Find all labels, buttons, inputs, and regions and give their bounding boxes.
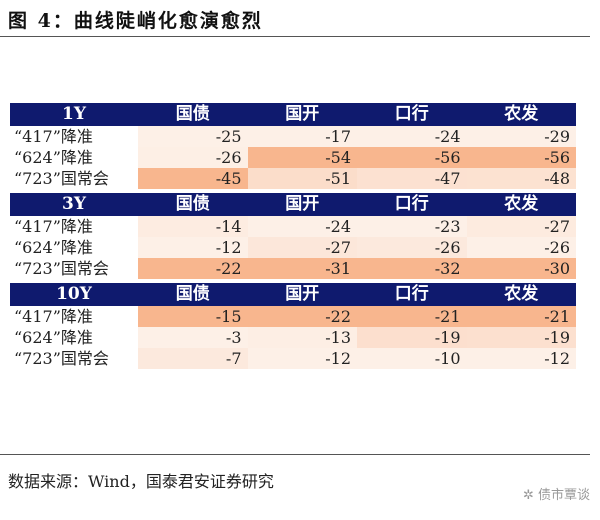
value-cell: -24 <box>247 216 357 237</box>
value-cell: -26 <box>357 237 467 258</box>
value-cell: -19 <box>466 327 576 348</box>
value-cell: -3 <box>138 327 248 348</box>
table-row: “723”国常会 -7 -12 -10 -12 <box>10 348 576 369</box>
row-label: “417”降准 <box>14 217 93 236</box>
table-row: “624”降准 -3 -13 -19 -19 <box>10 327 576 348</box>
column-header: 农发 <box>466 193 576 216</box>
row-label: “624”降准 <box>14 328 93 347</box>
value-cell: -7 <box>138 348 248 369</box>
value-cell: -29 <box>466 126 576 147</box>
value-cell: -51 <box>247 168 357 189</box>
bottom-divider <box>0 454 590 455</box>
value-cell: -27 <box>247 237 357 258</box>
value-cell: -24 <box>357 126 467 147</box>
value-cell: -45 <box>138 168 248 189</box>
table-row: “417”降准 -25 -17 -24 -29 <box>10 126 576 147</box>
table-row: “417”降准 -14 -24 -23 -27 <box>10 216 576 237</box>
row-label: “624”降准 <box>14 238 93 257</box>
column-header: 国开 <box>247 283 357 306</box>
source-note: 数据来源：Wind，国泰君安证券研究 <box>8 472 274 491</box>
value-cell: -26 <box>466 237 576 258</box>
value-cell: -22 <box>247 306 357 327</box>
column-header: 口行 <box>357 103 467 126</box>
row-label: “417”降准 <box>14 307 93 326</box>
table-row: “723”国常会 -45 -51 -47 -48 <box>10 168 576 189</box>
column-header: 国债 <box>138 283 248 306</box>
value-cell: -15 <box>138 306 248 327</box>
value-cell: -12 <box>138 237 248 258</box>
column-header: 国开 <box>247 193 357 216</box>
value-cell: -12 <box>466 348 576 369</box>
value-cell: -25 <box>138 126 248 147</box>
value-cell: -47 <box>357 168 467 189</box>
row-label: “723”国常会 <box>14 259 109 278</box>
wechat-icon: ✲ <box>522 488 538 503</box>
value-cell: -12 <box>247 348 357 369</box>
row-label: “624”降准 <box>14 148 93 167</box>
value-cell: -19 <box>357 327 467 348</box>
value-cell: -17 <box>247 126 357 147</box>
value-cell: -56 <box>357 147 467 168</box>
tenor-label: 1Y <box>10 103 138 126</box>
row-label: “723”国常会 <box>14 169 109 188</box>
tenor-label: 10Y <box>10 283 138 306</box>
value-cell: -27 <box>466 216 576 237</box>
column-header: 农发 <box>466 103 576 126</box>
block-header: 3Y 国债 国开 口行 农发 <box>10 193 576 216</box>
value-cell: -21 <box>466 306 576 327</box>
column-header: 国债 <box>138 193 248 216</box>
value-cell: -31 <box>247 258 357 279</box>
row-label: “723”国常会 <box>14 349 109 368</box>
value-cell: -54 <box>247 147 357 168</box>
value-cell: -48 <box>466 168 576 189</box>
table-row: “723”国常会 -22 -31 -32 -30 <box>10 258 576 279</box>
column-header: 口行 <box>357 193 467 216</box>
column-header: 国债 <box>138 103 248 126</box>
value-cell: -32 <box>357 258 467 279</box>
block-header: 1Y 国债 国开 口行 农发 <box>10 103 576 126</box>
value-cell: -56 <box>466 147 576 168</box>
top-divider <box>0 36 590 37</box>
value-cell: -10 <box>357 348 467 369</box>
spread-table: 1Y 国债 国开 口行 农发 “417”降准 -25 -17 -24 -29 “624”降准 -26-… <box>10 103 576 369</box>
figure-title: 图 4：曲线陡峭化愈演愈烈 <box>8 10 263 32</box>
value-cell: -22 <box>138 258 248 279</box>
value-cell: -13 <box>247 327 357 348</box>
value-cell: -26 <box>138 147 248 168</box>
column-header: 农发 <box>466 283 576 306</box>
block-header: 10Y 国债 国开 口行 农发 <box>10 283 576 306</box>
column-header: 口行 <box>357 283 467 306</box>
table-row: “624”降准 -26 -54 -56 -56 <box>10 147 576 168</box>
table-row: “624”降准 -12 -27 -26 -26 <box>10 237 576 258</box>
value-cell: -30 <box>466 258 576 279</box>
column-header: 国开 <box>247 103 357 126</box>
value-cell: -21 <box>357 306 467 327</box>
value-cell: -14 <box>138 216 248 237</box>
value-cell: -23 <box>357 216 467 237</box>
row-label: “417”降准 <box>14 127 93 146</box>
watermark: ✲ 债市覃谈 <box>522 488 590 503</box>
table-row: “417”降准 -15 -22 -21 -21 <box>10 306 576 327</box>
tenor-label: 3Y <box>10 193 138 216</box>
